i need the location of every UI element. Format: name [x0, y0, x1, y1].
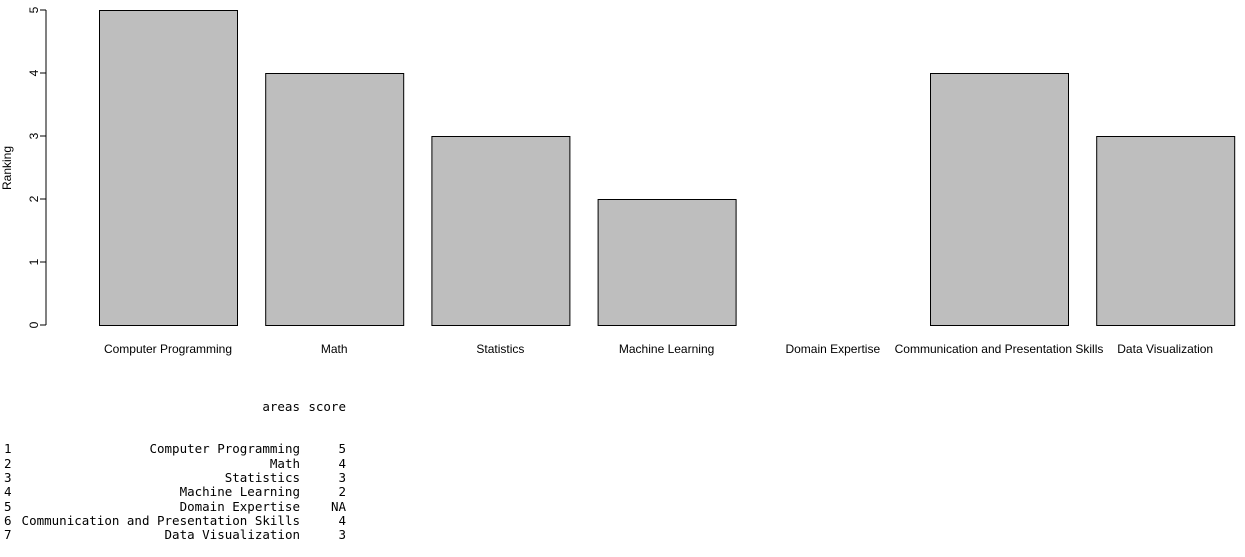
- data-frame-printout: areas score 1 Computer Programming 5 2 Math 4…: [4, 371, 346, 557]
- x-category-label: Math: [321, 342, 348, 356]
- x-category-label: Domain Expertise: [785, 342, 880, 356]
- row-index: 5: [4, 498, 12, 514]
- row-index: 3: [4, 470, 12, 486]
- row-area: Math: [269, 455, 300, 471]
- row-area: Domain Expertise: [179, 498, 300, 514]
- row-area: Computer Programming: [149, 441, 300, 457]
- bar: [265, 73, 405, 326]
- row-score: 4: [338, 512, 346, 528]
- y-axis-label: Ranking: [0, 146, 14, 190]
- console-row: 2 Math 4: [4, 455, 346, 471]
- row-index: 4: [4, 484, 12, 500]
- y-tick-label: 1: [27, 258, 41, 265]
- row-score: NA: [330, 498, 346, 514]
- bar: [930, 73, 1069, 326]
- bars-group: [99, 10, 1236, 326]
- row-area: Data Visualization: [164, 527, 300, 543]
- y-tick-label: 4: [27, 69, 41, 76]
- row-score: 5: [338, 441, 346, 457]
- row-area: Statistics: [224, 470, 300, 486]
- x-category-label: Computer Programming: [104, 342, 232, 356]
- bar-chart: 0 1 2 3 4 5 Computer Programming Math Statistic…: [0, 6, 1236, 356]
- header-areas: areas: [262, 398, 300, 414]
- row-index: 1: [4, 441, 12, 457]
- row-area: Machine Learning: [179, 484, 300, 500]
- row-area: Communication and Presentation Skills: [21, 512, 300, 528]
- bar: [1096, 136, 1236, 326]
- console-row: 7 Data Visualization 3: [4, 527, 346, 543]
- x-category-label: Data Visualization: [1117, 342, 1213, 356]
- console-row: 3 Statistics 3: [4, 470, 346, 486]
- row-score: 2: [338, 484, 346, 500]
- console-row: 5 Domain Expertise NA: [4, 498, 346, 514]
- y-tick-label: 3: [27, 132, 41, 139]
- category-labels: Computer Programming Math Statistics Machin…: [104, 342, 1213, 356]
- row-index: 2: [4, 455, 12, 471]
- console-row: 6 Communication and Presentation Skills 4: [4, 512, 346, 528]
- y-tick-label: 2: [27, 195, 41, 202]
- console-header-row: areas score: [4, 398, 346, 414]
- x-category-label: Communication and Presentation Skills: [895, 342, 1104, 356]
- row-score: 3: [338, 527, 346, 543]
- header-score: score: [308, 398, 346, 414]
- row-score: 3: [338, 470, 346, 486]
- bar: [431, 136, 571, 326]
- console-row: 4 Machine Learning 2: [4, 484, 346, 500]
- y-axis: 0 1 2 3 4 5: [27, 6, 47, 328]
- console-row: 1 Computer Programming 5: [4, 441, 346, 457]
- row-score: 4: [338, 455, 346, 471]
- row-index: 6: [4, 512, 12, 528]
- y-tick-label: 0: [27, 321, 41, 328]
- row-index: 7: [4, 527, 12, 543]
- y-tick-label: 5: [27, 6, 41, 13]
- x-category-label: Statistics: [476, 342, 524, 356]
- x-category-label: Machine Learning: [619, 342, 714, 356]
- bar: [597, 199, 737, 326]
- bar: [99, 10, 238, 326]
